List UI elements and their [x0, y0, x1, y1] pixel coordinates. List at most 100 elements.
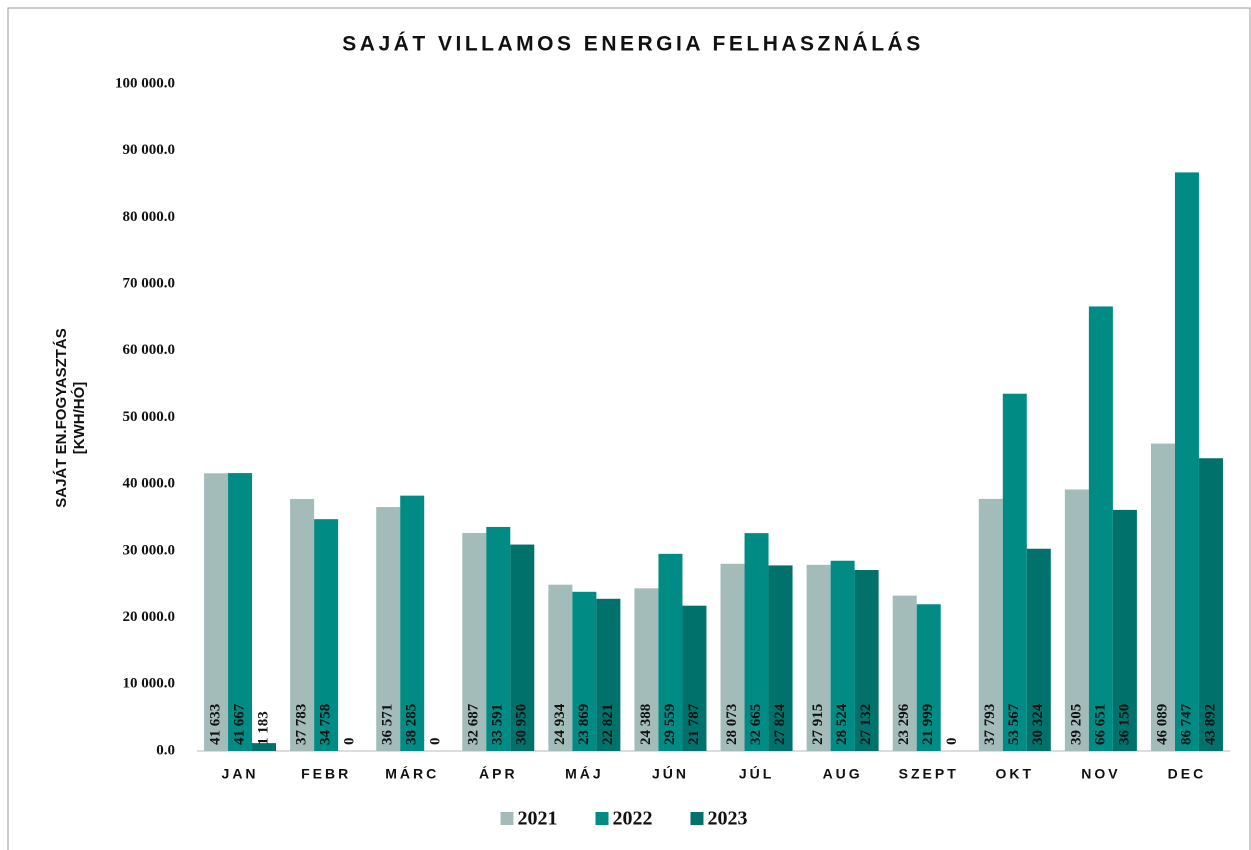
bar: [548, 584, 573, 751]
value-label: 32 687: [466, 703, 482, 745]
value-label: 41 667: [231, 703, 247, 745]
value-label: 24 388: [638, 704, 654, 745]
bar: [634, 588, 659, 751]
bar: [252, 743, 277, 751]
bar: [1064, 489, 1089, 751]
bar: [486, 526, 511, 751]
x-tick-label: OKT: [996, 766, 1035, 782]
bar: [510, 544, 535, 751]
x-tick-label: DEC: [1168, 766, 1207, 782]
value-label: 23 296: [896, 703, 912, 745]
bar: [1174, 172, 1199, 751]
bar: [572, 591, 597, 751]
bar: [744, 533, 769, 751]
bar: [978, 498, 1003, 751]
bar: [720, 563, 745, 751]
value-label: 43 892: [1202, 704, 1218, 745]
value-label: 0: [428, 738, 444, 746]
value-label: 28 073: [724, 704, 740, 745]
y-tick-label: 50 000.0: [123, 409, 176, 425]
bar: [658, 553, 683, 751]
value-label: 46 089: [1154, 704, 1170, 745]
bar: [1026, 548, 1051, 751]
value-label: 34 758: [318, 704, 334, 745]
bar: [806, 564, 831, 751]
value-label: 30 324: [1030, 703, 1046, 745]
bar: [682, 605, 707, 751]
bar: [1198, 458, 1223, 751]
value-label: 24 934: [552, 703, 568, 745]
y-tick-label: 80 000.0: [123, 209, 176, 225]
chart-border: [7, 7, 1251, 850]
legend-label: 2021: [518, 808, 558, 830]
value-label: 33 591: [490, 704, 506, 745]
value-label: 21 999: [920, 704, 936, 745]
y-tick-label: 30 000.0: [123, 542, 176, 558]
y-tick-label: 70 000.0: [123, 276, 176, 292]
legend-swatch: [500, 812, 514, 825]
value-label: 66 651: [1092, 704, 1108, 745]
bar: [204, 473, 229, 751]
x-tick-label: JÚL: [739, 765, 774, 782]
bar: [830, 560, 855, 751]
bar: [1002, 393, 1027, 751]
x-tick-label: MÁRC: [385, 766, 439, 782]
y-tick-label: 20 000.0: [123, 609, 176, 625]
bar: [462, 532, 487, 751]
value-label: 86 747: [1178, 703, 1194, 745]
y-tick-label: 100 000.0: [115, 75, 175, 91]
bar: [228, 473, 253, 751]
value-label: 36 571: [380, 704, 396, 745]
y-tick-label: 60 000.0: [123, 342, 176, 358]
value-label: 27 915: [810, 704, 826, 745]
bar: [854, 570, 879, 751]
value-label: 0: [342, 738, 358, 746]
value-label: 37 793: [982, 704, 998, 745]
value-label: 27 824: [772, 703, 788, 745]
value-label: 27 132: [858, 704, 874, 745]
x-tick-label: MÁJ: [565, 766, 604, 782]
bar: [376, 507, 401, 751]
value-label: 1 183: [255, 711, 271, 745]
y-axis-label: SAJÁT EN.FOGYASZTÁS: [53, 328, 70, 507]
bar: [892, 595, 917, 751]
bar: [916, 604, 941, 751]
legend-swatch: [690, 812, 704, 825]
x-tick-label: JAN: [222, 766, 259, 782]
bar: [290, 498, 315, 751]
value-label: 21 787: [686, 703, 702, 745]
x-tick-label: FEBR: [301, 766, 351, 782]
y-tick-label: 40 000.0: [123, 476, 176, 492]
x-tick-label: ÁPR: [479, 766, 518, 782]
y-tick-label: 0.0: [156, 742, 175, 758]
bar: [768, 565, 793, 751]
y-tick-label: 10 000.0: [123, 676, 176, 692]
bar: [1150, 443, 1175, 751]
bar: [314, 519, 339, 751]
legend-label: 2023: [708, 808, 748, 830]
value-label: 29 559: [662, 704, 678, 745]
value-label: 32 665: [748, 704, 764, 745]
value-label: 53 567: [1006, 703, 1022, 745]
x-tick-label: NOV: [1081, 766, 1120, 782]
value-label: 28 524: [834, 703, 850, 745]
x-tick-label: SZEPT: [899, 766, 959, 782]
legend-swatch: [595, 812, 609, 825]
bar: [1112, 509, 1137, 751]
chart-title: SAJÁT VILLAMOS ENERGIA FELHASZNÁLÁS: [342, 33, 923, 56]
y-tick-label: 90 000.0: [123, 142, 176, 158]
value-label: 39 205: [1068, 704, 1084, 745]
value-label: 0: [944, 738, 960, 746]
value-label: 38 285: [404, 704, 420, 745]
bar: [400, 495, 425, 751]
legend-label: 2022: [613, 808, 653, 830]
bar: [1088, 306, 1113, 751]
value-label: 22 821: [600, 704, 616, 745]
x-tick-label: AUG: [823, 766, 863, 782]
value-label: 37 783: [294, 704, 310, 745]
value-label: 23 869: [576, 704, 592, 745]
y-axis-label: [KWH/HÓ]: [70, 382, 88, 454]
value-label: 30 950: [514, 704, 530, 745]
bar: [596, 598, 621, 751]
